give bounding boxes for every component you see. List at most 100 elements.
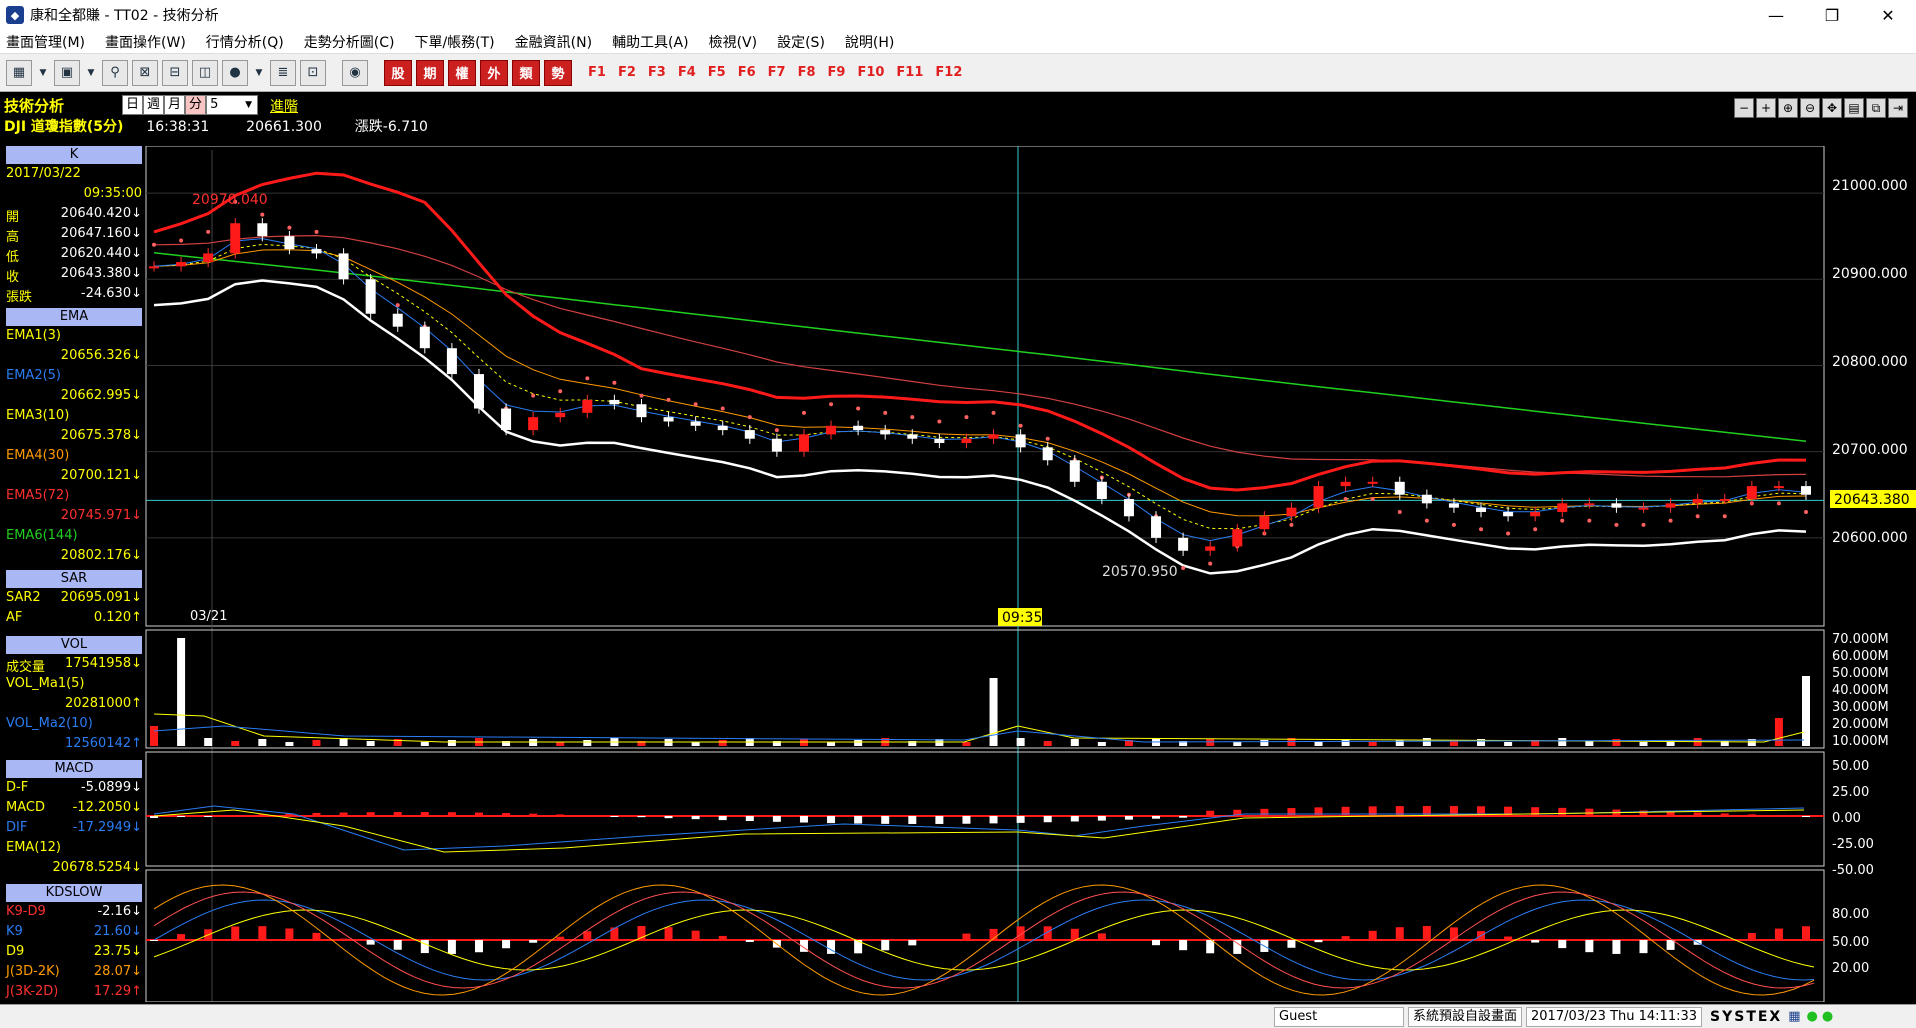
- sar-dot: [233, 199, 238, 204]
- f7-key[interactable]: F7: [767, 65, 786, 80]
- volume-bar: [1395, 740, 1404, 746]
- search-icon[interactable]: ⚲: [102, 59, 128, 86]
- interval-value: 5: [210, 97, 219, 112]
- candle-body: [1178, 537, 1189, 551]
- candle-body: [988, 434, 999, 439]
- save-icon[interactable]: ▣: [54, 59, 80, 86]
- f1-key[interactable]: F1: [588, 65, 606, 80]
- menu-item-quotes[interactable]: 行情分析(Q): [205, 34, 284, 51]
- volume-bar: [772, 741, 781, 746]
- f6-key[interactable]: F6: [737, 65, 756, 80]
- options-button[interactable]: 權: [448, 59, 476, 86]
- layout-icon[interactable]: ▦: [6, 59, 32, 86]
- kd-bar: [1016, 926, 1025, 940]
- period-month[interactable]: 月: [164, 95, 186, 115]
- menu-item-help[interactable]: 說明(H): [844, 34, 895, 51]
- technical-chart[interactable]: 21000.000 20900.000 20800.000 20700.000 …: [144, 146, 1916, 1002]
- f12-key[interactable]: F12: [935, 65, 963, 80]
- f11-key[interactable]: F11: [896, 65, 924, 80]
- logo-icon[interactable]: ◉: [342, 59, 368, 86]
- zoom-out-icon[interactable]: ⊖: [1800, 98, 1820, 118]
- chevron-down-icon[interactable]: ▼: [39, 67, 47, 78]
- menu-item-view[interactable]: 檢視(V): [708, 34, 758, 51]
- volume-bar: [1666, 740, 1675, 746]
- kd-bar: [1558, 940, 1567, 949]
- menu-item-tools[interactable]: 輔助工具(A): [612, 34, 689, 51]
- candle-body: [1638, 507, 1649, 510]
- pan-icon[interactable]: ✥: [1822, 98, 1842, 118]
- macd-bar: [1449, 806, 1458, 816]
- macd-bar: [393, 812, 402, 816]
- maximize-button[interactable]: ❐: [1824, 5, 1840, 25]
- menu-item-screen-ops[interactable]: 畫面操作(W): [105, 34, 186, 51]
- candle-body: [1394, 481, 1405, 495]
- f9-key[interactable]: F9: [827, 65, 846, 80]
- candle-body: [771, 438, 782, 452]
- vol-section-title: VOL: [6, 636, 142, 654]
- period-day[interactable]: 日: [122, 95, 144, 115]
- futures-button[interactable]: 期: [416, 59, 444, 86]
- period-week[interactable]: 週: [143, 95, 165, 115]
- stack-icon[interactable]: ≣: [270, 59, 296, 86]
- stock-button[interactable]: 股: [384, 59, 412, 86]
- macd-bar: [474, 812, 483, 816]
- save-chart-icon[interactable]: ▤: [1844, 98, 1864, 118]
- vol-ma2-value: 12560142↑: [64, 736, 142, 751]
- f10-key[interactable]: F10: [857, 65, 885, 80]
- f5-key[interactable]: F5: [707, 65, 726, 80]
- f3-key[interactable]: F3: [647, 65, 666, 80]
- candle-body: [446, 348, 457, 375]
- macd-bar: [1179, 816, 1188, 818]
- candle-body: [419, 326, 430, 349]
- chevron-down-icon[interactable]: ▼: [255, 67, 263, 78]
- ema12-value: 20678.5254↓: [52, 860, 142, 875]
- sar-dot: [395, 303, 400, 308]
- foreign-button[interactable]: 外: [480, 59, 508, 86]
- candle-body: [1448, 503, 1459, 508]
- menu-item-screen-mgmt[interactable]: 畫面管理(M): [6, 34, 86, 51]
- close-window-icon[interactable]: ⊠: [132, 59, 158, 86]
- candle-body: [663, 417, 674, 422]
- menu-item-trend-charts[interactable]: 走勢分析圖(C): [303, 34, 395, 51]
- minus-icon[interactable]: −: [1734, 98, 1754, 118]
- zoom-in-icon[interactable]: ⊕: [1778, 98, 1798, 118]
- sar-dot: [1614, 522, 1619, 527]
- vol-axis-60: 60.000M: [1832, 649, 1889, 664]
- close-button[interactable]: ✕: [1881, 5, 1895, 25]
- sar-dot: [260, 212, 265, 217]
- kd-axis-80: 80.00: [1832, 907, 1869, 922]
- kd-bar: [1043, 926, 1052, 940]
- plus-icon[interactable]: +: [1756, 98, 1776, 118]
- minimize-button[interactable]: —: [1768, 5, 1784, 25]
- coin-icon[interactable]: ●: [222, 59, 248, 86]
- f4-key[interactable]: F4: [677, 65, 696, 80]
- vol-ma1-value: 20281000↑: [64, 696, 142, 711]
- f2-key[interactable]: F2: [617, 65, 636, 80]
- trend-button[interactable]: 勢: [544, 59, 572, 86]
- vol-axis-30: 30.000M: [1832, 700, 1889, 715]
- kd-bar: [1206, 940, 1215, 954]
- kd-bar: [556, 936, 565, 940]
- menu-item-settings[interactable]: 設定(S): [777, 34, 825, 51]
- exit-icon[interactable]: ⇥: [1888, 98, 1908, 118]
- columns-icon[interactable]: ◫: [192, 59, 218, 86]
- category-button[interactable]: 類: [512, 59, 540, 86]
- kd-bar: [1747, 933, 1756, 940]
- kd-bar: [1802, 926, 1810, 940]
- menu-item-financial-info[interactable]: 金融資訊(N): [514, 34, 593, 51]
- copy-icon[interactable]: ⧉: [1866, 98, 1886, 118]
- kd-bar: [854, 940, 863, 954]
- kd-bar: [908, 940, 917, 946]
- vol-label: 成交量: [6, 660, 46, 675]
- chart-window-icon[interactable]: ⊡: [300, 59, 326, 86]
- period-minute[interactable]: 分: [185, 95, 207, 115]
- menu-item-orders[interactable]: 下單/帳務(T): [414, 34, 495, 51]
- split-icon[interactable]: ⊟: [162, 59, 188, 86]
- macd-bar: [1152, 816, 1161, 819]
- macd-bar: [1693, 812, 1702, 816]
- chevron-down-icon[interactable]: ▼: [87, 67, 95, 78]
- volume-bar: [556, 742, 565, 746]
- interval-select[interactable]: 5 ▼: [206, 95, 259, 115]
- advanced-link[interactable]: 進階: [270, 99, 298, 115]
- f8-key[interactable]: F8: [797, 65, 816, 80]
